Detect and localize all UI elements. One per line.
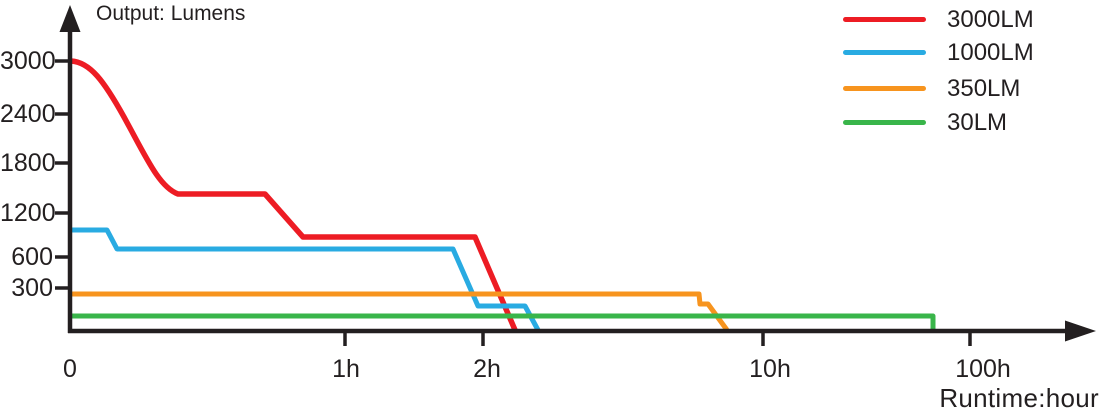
legend-swatch-icon: [843, 119, 926, 126]
legend-item: 30LM: [843, 110, 1007, 135]
legend-swatch-icon: [843, 49, 926, 56]
series-line-350lm: [71, 291, 730, 332]
series-line-1000lm: [71, 227, 541, 332]
legend: 3000LM 1000LM 350LM 30LM: [843, 0, 1100, 140]
y-tick-label: 2400: [0, 100, 56, 128]
series-line-3000lm: [70, 58, 518, 332]
legend-label: 30LM: [947, 109, 1008, 136]
legend-swatch-icon: [843, 85, 926, 92]
x-tick-label: 100h: [955, 355, 1011, 383]
series-line-30lm: [71, 313, 936, 330]
x-tick-label: 0: [63, 355, 77, 383]
x-axis-title: Runtime:hour: [939, 383, 1099, 411]
y-tick-label: 3000: [0, 47, 56, 75]
legend-item: 3000LM: [843, 7, 1034, 32]
x-tick-label: 1h: [332, 355, 360, 383]
legend-swatch-icon: [843, 16, 926, 23]
legend-label: 1000LM: [947, 39, 1034, 66]
y-tick-label: 300: [11, 274, 53, 302]
y-axis-title: Output: Lumens: [96, 2, 246, 25]
y-tick-label: 1200: [0, 199, 56, 227]
y-axis-arrow-icon: [59, 5, 81, 32]
legend-label: 350LM: [947, 75, 1021, 102]
legend-item: 350LM: [843, 76, 1020, 101]
y-tick-label: 1800: [0, 149, 56, 177]
legend-label: 3000LM: [947, 6, 1034, 33]
x-axis-arrow-icon: [1065, 320, 1096, 342]
y-tick-label: 600: [11, 243, 53, 271]
x-tick-label: 2h: [473, 355, 501, 383]
legend-item: 1000LM: [843, 40, 1034, 65]
x-tick-label: 10h: [749, 355, 791, 383]
